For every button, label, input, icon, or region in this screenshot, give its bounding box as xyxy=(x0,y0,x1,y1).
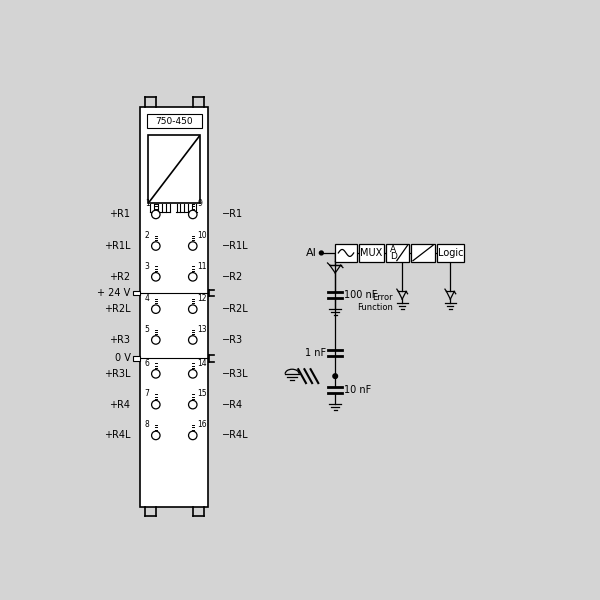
Text: 6: 6 xyxy=(145,359,149,368)
Text: 12: 12 xyxy=(197,294,207,303)
Text: 1: 1 xyxy=(145,199,149,208)
Circle shape xyxy=(188,210,197,218)
Text: D: D xyxy=(390,251,397,260)
Text: + 24 V: + 24 V xyxy=(97,288,130,298)
Text: 15: 15 xyxy=(197,389,207,398)
Circle shape xyxy=(188,370,197,378)
Text: 13: 13 xyxy=(197,325,207,334)
Circle shape xyxy=(152,370,160,378)
Text: −R1: −R1 xyxy=(222,209,243,220)
Circle shape xyxy=(319,251,323,255)
Text: 1 nF: 1 nF xyxy=(305,348,326,358)
Bar xyxy=(386,244,409,262)
Text: +R4L: +R4L xyxy=(104,430,130,440)
Text: AI: AI xyxy=(306,248,317,258)
Circle shape xyxy=(188,431,197,440)
Text: −R4L: −R4L xyxy=(222,430,248,440)
Text: +R1: +R1 xyxy=(109,209,130,220)
Circle shape xyxy=(188,400,197,409)
Text: −R4: −R4 xyxy=(222,400,243,410)
Text: +R2L: +R2L xyxy=(104,304,130,314)
Circle shape xyxy=(152,400,160,409)
Text: +R3L: +R3L xyxy=(104,369,130,379)
Bar xyxy=(359,244,384,262)
Circle shape xyxy=(188,272,197,281)
Text: −R3: −R3 xyxy=(222,335,243,345)
Circle shape xyxy=(152,305,160,313)
Bar xyxy=(140,107,208,507)
Text: −R2: −R2 xyxy=(222,272,243,282)
Text: Logic: Logic xyxy=(437,248,463,258)
Text: −R2L: −R2L xyxy=(222,304,249,314)
Bar xyxy=(148,135,200,203)
Circle shape xyxy=(188,336,197,344)
Text: 8: 8 xyxy=(145,420,149,429)
Circle shape xyxy=(152,210,160,218)
Text: −R1L: −R1L xyxy=(222,241,248,251)
Circle shape xyxy=(152,242,160,250)
Text: 9: 9 xyxy=(197,199,202,208)
Text: +R4: +R4 xyxy=(109,400,130,410)
Circle shape xyxy=(333,374,338,379)
Circle shape xyxy=(152,336,160,344)
Text: 16: 16 xyxy=(197,420,207,429)
Bar xyxy=(437,244,464,262)
Text: 3: 3 xyxy=(145,262,149,271)
Text: 14: 14 xyxy=(197,359,207,368)
Text: MUX: MUX xyxy=(360,248,383,258)
Text: 4: 4 xyxy=(145,294,149,303)
Text: 10: 10 xyxy=(197,231,207,240)
Circle shape xyxy=(188,305,197,313)
Circle shape xyxy=(152,272,160,281)
Text: 0 V: 0 V xyxy=(115,353,130,364)
Bar xyxy=(335,244,357,262)
Circle shape xyxy=(188,242,197,250)
Text: 5: 5 xyxy=(145,325,149,334)
Text: 750-450: 750-450 xyxy=(155,117,193,126)
Bar xyxy=(133,290,140,295)
Text: A: A xyxy=(390,245,396,254)
Text: +R3: +R3 xyxy=(109,335,130,345)
Bar xyxy=(412,244,434,262)
Text: 10 nF: 10 nF xyxy=(344,385,372,395)
Text: Error
Function: Error Function xyxy=(357,293,393,313)
Text: 100 nF: 100 nF xyxy=(344,290,378,300)
Text: −R3L: −R3L xyxy=(222,369,248,379)
Text: +R2: +R2 xyxy=(109,272,130,282)
Text: 2: 2 xyxy=(145,231,149,240)
Circle shape xyxy=(152,431,160,440)
Bar xyxy=(133,356,140,361)
Text: 7: 7 xyxy=(145,389,149,398)
Text: 11: 11 xyxy=(197,262,207,271)
Text: +R1L: +R1L xyxy=(104,241,130,251)
Bar xyxy=(146,115,202,128)
